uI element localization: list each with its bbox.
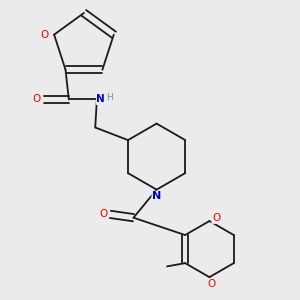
Text: O: O bbox=[207, 279, 215, 290]
Text: O: O bbox=[212, 213, 220, 224]
Text: O: O bbox=[41, 30, 49, 40]
Text: N: N bbox=[152, 191, 161, 201]
Text: O: O bbox=[99, 209, 107, 219]
Text: O: O bbox=[33, 94, 41, 104]
Text: H: H bbox=[106, 93, 113, 102]
Text: N: N bbox=[97, 94, 105, 104]
